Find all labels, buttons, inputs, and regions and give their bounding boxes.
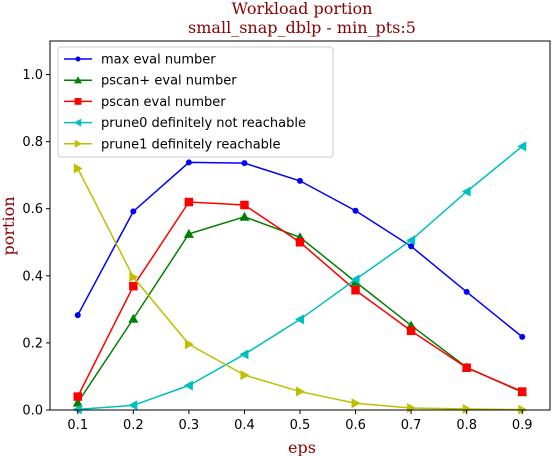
- y-axis-label: portion: [0, 196, 18, 255]
- legend-label: max eval number: [101, 53, 216, 68]
- legend-label: pscan eval number: [101, 95, 226, 110]
- data-point: [295, 314, 304, 325]
- legend-marker: [74, 98, 82, 105]
- data-point: [352, 207, 359, 214]
- y-tick-label: 0.2: [22, 336, 43, 351]
- legend-item: max eval number: [64, 53, 216, 68]
- data-point: [129, 281, 138, 291]
- x-tick-label: 0.2: [123, 418, 144, 433]
- data-point: [297, 177, 303, 184]
- data-point: [130, 208, 137, 215]
- data-point: [128, 400, 138, 411]
- legend-marker: [75, 56, 81, 62]
- data-point: [72, 397, 83, 407]
- y-tick-label: 0.4: [22, 269, 43, 284]
- series-line: [77, 145, 523, 411]
- data-point: [185, 159, 192, 166]
- legend-label: prune1 definitely reachable: [101, 137, 281, 152]
- data-point: [406, 235, 416, 246]
- legend-item: prune1 definitely reachable: [64, 137, 281, 152]
- x-tick-label: 0.4: [234, 418, 255, 433]
- data-point: [241, 160, 248, 167]
- data-point: [240, 200, 249, 210]
- data-point: [519, 333, 526, 340]
- series-layer: [72, 141, 528, 415]
- x-tick-label: 0.3: [179, 418, 200, 433]
- y-tick-label: 0.6: [22, 202, 43, 217]
- legend-item: pscan+ eval number: [64, 74, 237, 89]
- data-point: [517, 387, 527, 396]
- series-line: [77, 201, 523, 397]
- data-point: [350, 274, 360, 285]
- data-point: [239, 349, 249, 360]
- x-tick-label: 0.1: [67, 418, 88, 433]
- legend-marker: [74, 118, 82, 127]
- data-point: [128, 313, 139, 323]
- data-point: [74, 312, 81, 319]
- data-point: [296, 386, 305, 397]
- data-point: [240, 370, 250, 381]
- data-point: [183, 380, 193, 391]
- series-line: [77, 168, 523, 411]
- data-point: [184, 339, 194, 350]
- legend-label: prune0 definitely not reachable: [101, 116, 306, 131]
- y-tick-label: 1.0: [22, 68, 43, 83]
- legend-item: pscan eval number: [64, 95, 226, 110]
- legend-label: pscan+ eval number: [101, 74, 237, 89]
- data-point: [462, 403, 472, 414]
- x-tick-label: 0.7: [401, 418, 422, 433]
- series-1: [74, 159, 526, 340]
- data-point: [462, 363, 471, 372]
- data-point: [73, 392, 83, 401]
- data-point: [295, 238, 305, 247]
- data-point: [406, 326, 416, 336]
- data-point: [184, 197, 194, 207]
- data-point: [517, 141, 527, 152]
- x-tick-label: 0.9: [512, 418, 533, 433]
- chart-subtitle: small_snap_dblp - min_pts:5: [188, 18, 416, 37]
- legend-marker: [74, 139, 82, 148]
- data-point: [72, 404, 82, 415]
- data-point: [351, 285, 360, 295]
- series-3: [73, 197, 527, 401]
- data-point: [73, 163, 83, 174]
- x-tick-label: 0.8: [456, 418, 477, 433]
- legend: max eval number pscan+ eval number pscan e…: [57, 46, 334, 158]
- y-tick-label: 0.8: [22, 135, 43, 150]
- data-point: [408, 243, 415, 250]
- x-tick-label: 0.5: [290, 418, 311, 433]
- legend-item: prune0 definitely not reachable: [64, 116, 306, 131]
- y-axis-ticks: 0.0 0.2 0.4 0.6 0.8 1.0: [22, 68, 50, 419]
- series-4: [72, 141, 527, 415]
- series-line: [77, 161, 523, 338]
- data-point: [351, 398, 361, 409]
- y-tick-label: 0.0: [22, 404, 43, 419]
- data-point: [461, 186, 471, 197]
- x-axis-ticks: 0.1 0.2 0.3 0.4 0.5 0.6 0.7 0.8 0.9: [67, 410, 533, 433]
- legend-box: [57, 46, 334, 158]
- x-axis-label: eps: [288, 438, 316, 456]
- series-5: [73, 163, 528, 415]
- data-point: [183, 228, 194, 238]
- legend-marker: [74, 76, 82, 84]
- x-tick-label: 0.6: [345, 418, 366, 433]
- data-point: [239, 211, 250, 221]
- data-point: [129, 272, 139, 283]
- chart-title: Workload portion: [232, 0, 373, 18]
- data-point: [463, 288, 470, 295]
